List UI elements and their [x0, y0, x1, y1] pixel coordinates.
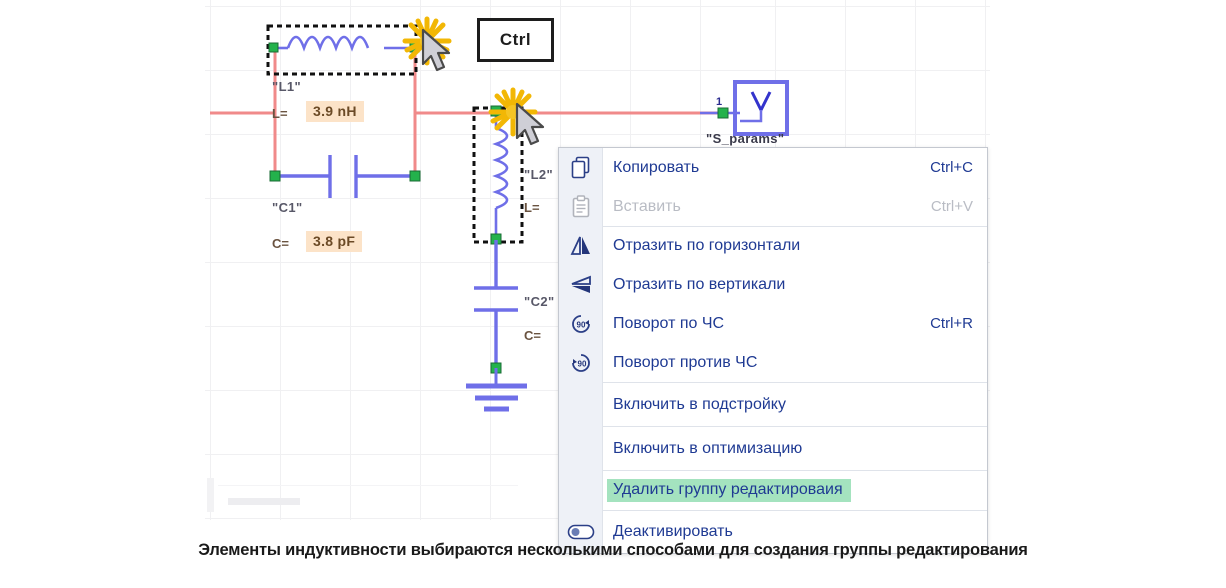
menu-item-flip-vertical[interactable]: Отразить по вертикали	[571, 265, 987, 304]
label-L2-param: L=	[524, 200, 540, 215]
menu-item-accel: Ctrl+C	[930, 159, 973, 176]
canvas-scrollbar-horizontal[interactable]	[228, 498, 300, 505]
canvas-scroll-track	[218, 485, 518, 486]
menu-item-label: Поворот по ЧС	[613, 314, 725, 332]
figure-caption: Элементы индуктивности выбираются нескол…	[198, 541, 1028, 559]
value-L1[interactable]: 3.9 nH	[306, 101, 364, 122]
canvas-scrollbar-vertical[interactable]	[207, 478, 214, 512]
menu-item-flip-horizontal[interactable]: Отразить по горизонтали	[570, 226, 987, 265]
menu-item-delete-edit-group[interactable]: Удалить группу редактироваия	[603, 470, 987, 510]
label-L2-name: "L2"	[524, 167, 554, 182]
selection-box-L2[interactable]	[472, 106, 524, 244]
paste-icon	[559, 194, 603, 219]
label-C1-name: "C1"	[272, 200, 303, 215]
label-C2-name: "C2"	[524, 294, 555, 309]
menu-item-label-wrap: Удалить группу редактироваия	[607, 479, 973, 502]
component-C2	[474, 240, 518, 368]
svg-text:90: 90	[578, 359, 587, 368]
selection-box-L1[interactable]	[266, 24, 418, 76]
menu-item-deactivate[interactable]: Деактивировать	[567, 510, 987, 553]
menu-item-label: Деактивировать	[613, 523, 733, 540]
context-menu[interactable]: Копировать Ctrl+C Вставить Ctrl+V	[558, 147, 988, 554]
menu-item-label: Отразить по горизонтали	[613, 237, 801, 254]
toggle-off-icon	[559, 523, 603, 541]
menu-item-label: Включить в оптимизацию	[613, 439, 803, 457]
label-C2-param: C=	[524, 328, 541, 343]
component-L1	[272, 35, 416, 52]
label-L1-name: "L1"	[272, 79, 302, 94]
node-L2-top[interactable]	[490, 105, 502, 117]
menu-item-include-tuning[interactable]: Включить в подстройку	[603, 382, 987, 426]
menu-item-label: Копировать	[613, 158, 700, 176]
flip-horizontal-icon	[559, 234, 603, 258]
rotate-ccw-icon: 90	[559, 350, 603, 376]
node-L1-right[interactable]	[409, 42, 420, 53]
menu-item-rotate-ccw[interactable]: 90 Поворот против ЧС	[572, 343, 987, 382]
label-S_params-name: "S_params"	[706, 131, 785, 146]
menu-item-label: Отразить по вертикали	[613, 275, 786, 293]
component-S_params	[700, 80, 789, 136]
label-L1-param: L=	[272, 106, 288, 121]
copy-icon	[559, 156, 603, 180]
rotate-cw-icon: 90	[559, 311, 603, 337]
ground-symbol	[466, 368, 527, 412]
node-C1-right[interactable]	[409, 170, 421, 182]
component-L2	[492, 110, 509, 240]
menu-item-rotate-cw[interactable]: 90 Поворот по ЧС Ctrl+R	[572, 304, 987, 343]
menu-item-accel: Ctrl+R	[930, 315, 973, 332]
port-number-1: 1	[716, 96, 723, 108]
menu-item-label: Поворот против ЧС	[613, 353, 758, 371]
node-C1-left[interactable]	[269, 170, 281, 182]
ctrl-key-label: Ctrl	[499, 30, 532, 49]
flip-vertical-icon	[559, 273, 603, 297]
node-L1-left[interactable]	[268, 42, 279, 53]
ctrl-key-badge: Ctrl	[477, 18, 554, 62]
menu-item-include-optimization[interactable]: Включить в оптимизацию	[603, 426, 987, 470]
menu-item-copy[interactable]: Копировать Ctrl+C	[571, 148, 987, 187]
menu-item-label: Удалить группу редактироваия	[607, 479, 851, 502]
value-C1[interactable]: 3.8 pF	[306, 231, 363, 252]
menu-item-accel: Ctrl+V	[930, 198, 973, 215]
svg-text:90: 90	[577, 320, 586, 329]
label-C1-param: C=	[272, 236, 289, 251]
menu-item-label: Включить в подстройку	[613, 395, 786, 413]
menu-item-paste[interactable]: Вставить Ctrl+V	[572, 187, 987, 226]
component-C1	[275, 155, 415, 198]
menu-item-label: Вставить	[613, 197, 681, 215]
context-menu-list: Копировать Ctrl+C Вставить Ctrl+V	[567, 148, 987, 553]
